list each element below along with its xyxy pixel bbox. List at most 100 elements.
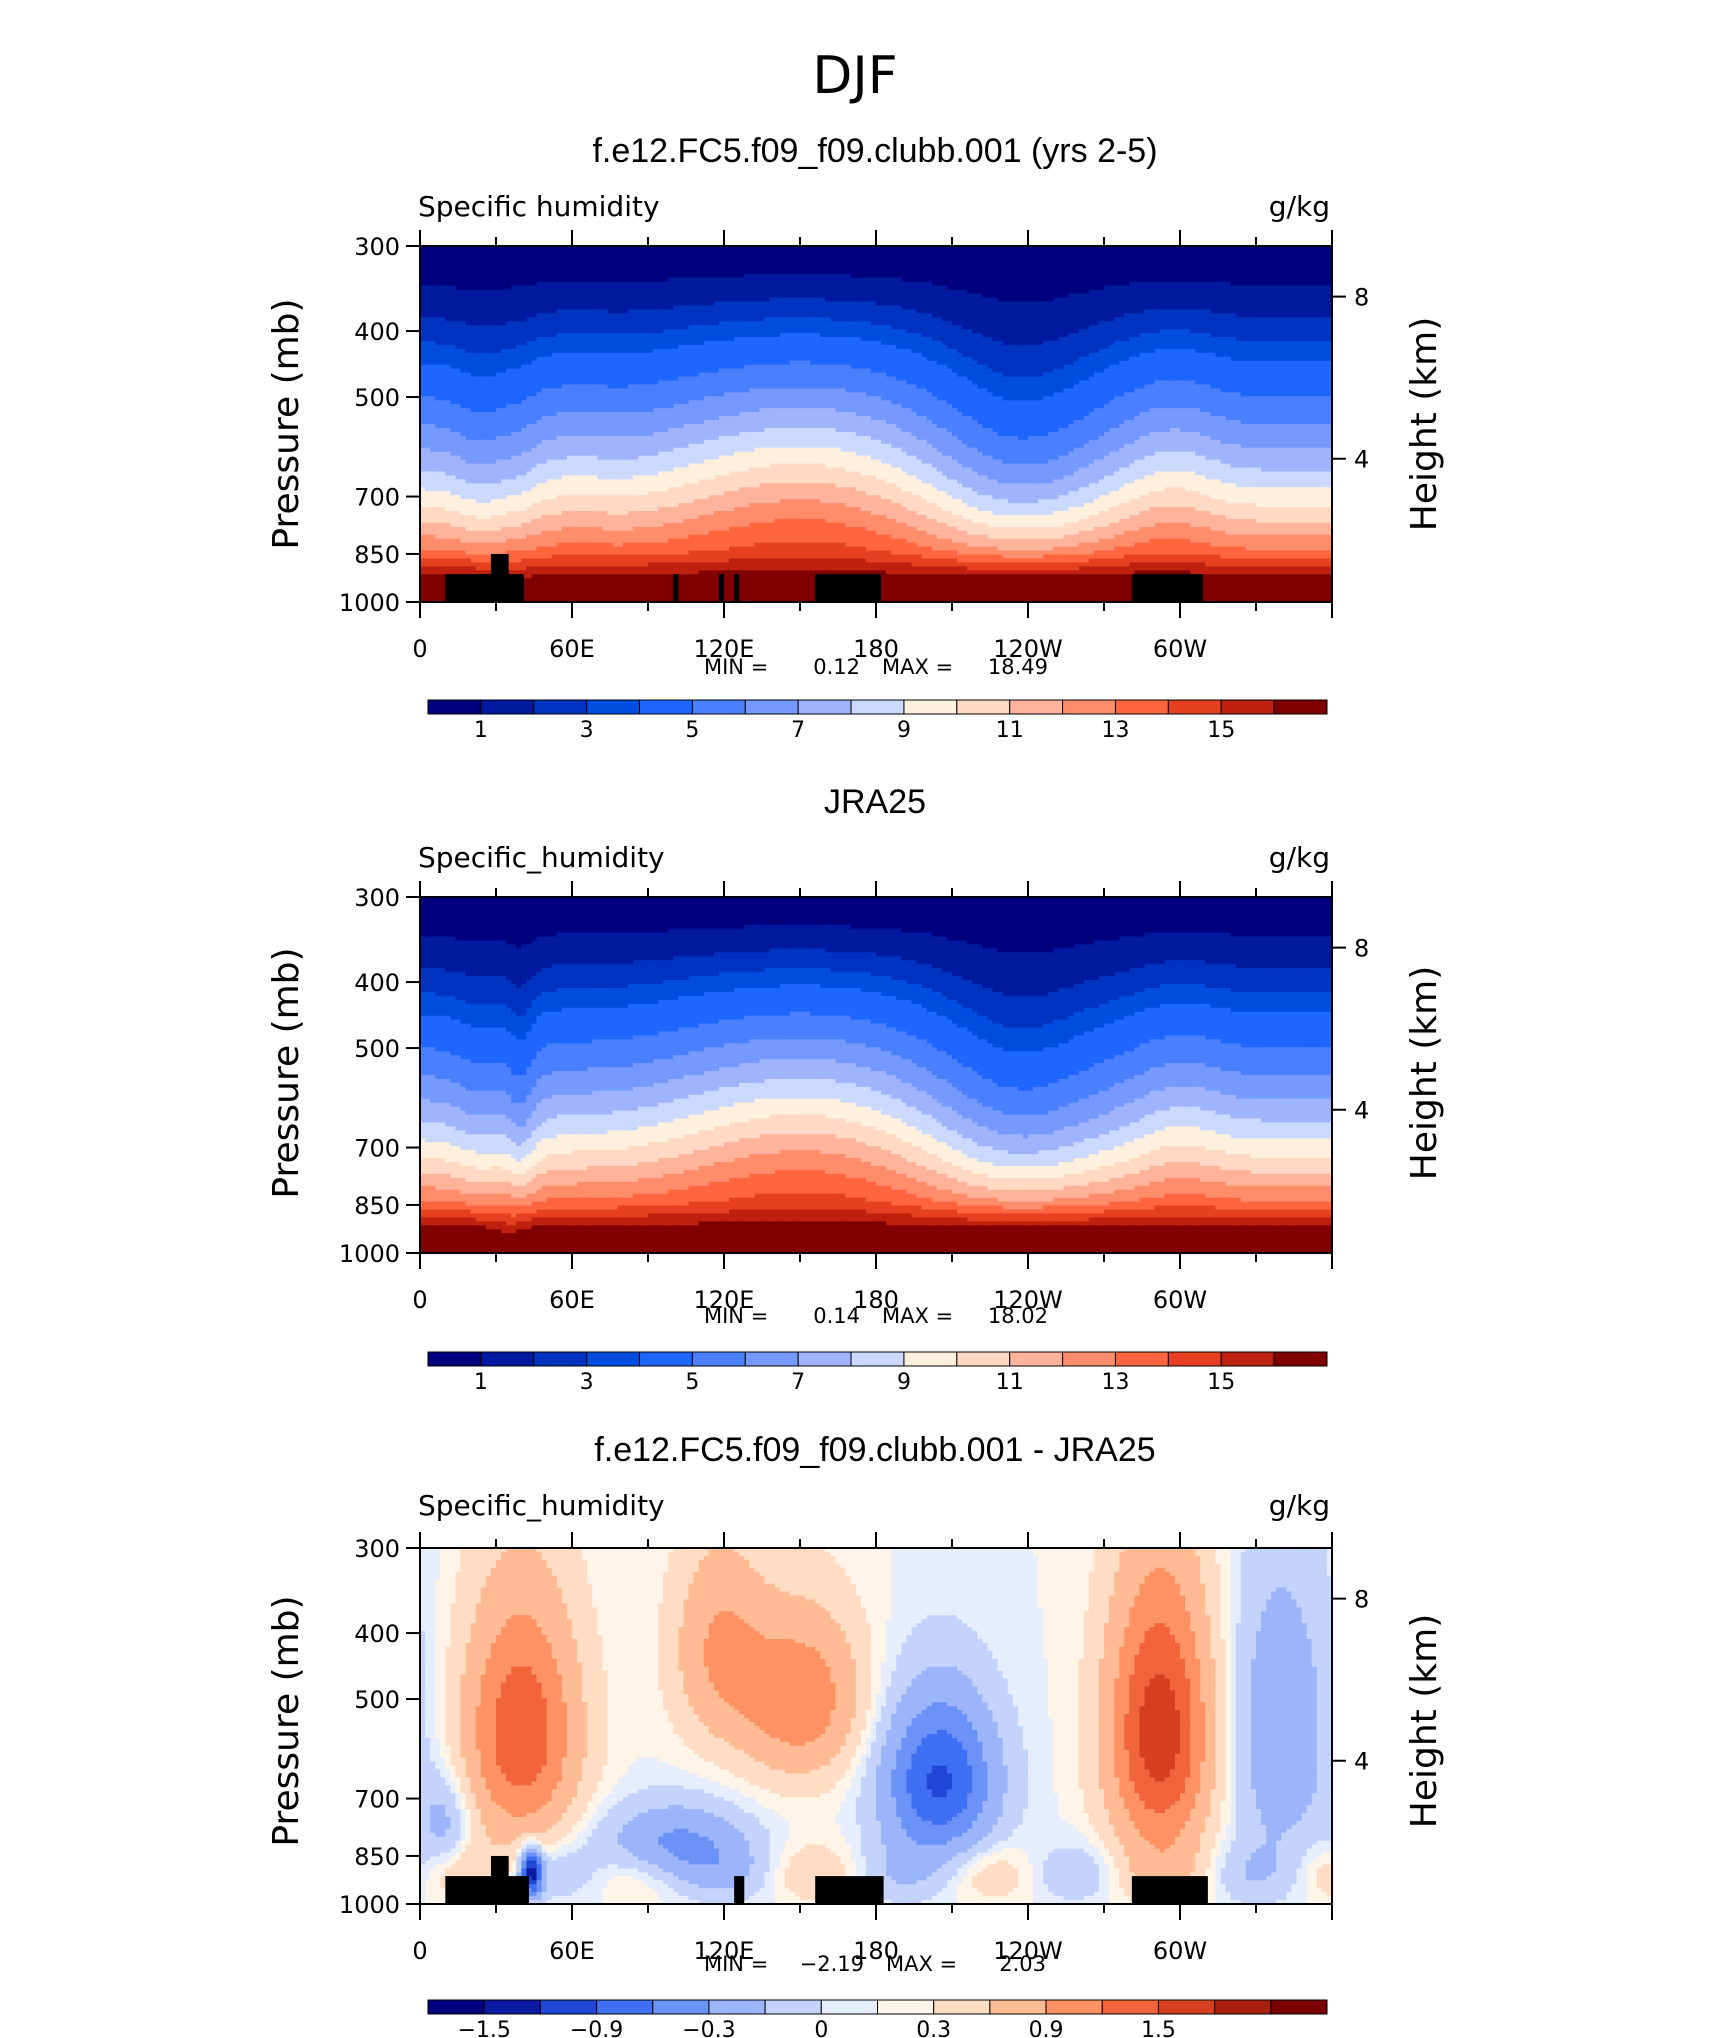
- contour-cell: [668, 254, 674, 259]
- y-axis-right-label: Height (km): [1404, 1614, 1445, 1828]
- contour-cell: [896, 258, 902, 263]
- contour-cell: [587, 250, 593, 255]
- contour-cell: [628, 262, 634, 267]
- contour-cell: [917, 254, 923, 259]
- contour-cell: [937, 250, 943, 255]
- contour-cell: [1221, 254, 1227, 259]
- contour-cell: [496, 258, 502, 263]
- contour-cell: [461, 254, 467, 259]
- contour-cell: [597, 250, 603, 255]
- contour-cell: [678, 262, 684, 267]
- contour-cell: [1074, 250, 1080, 255]
- contour-cell: [602, 254, 608, 259]
- contour-cell: [1033, 254, 1039, 259]
- contour-cell: [1281, 258, 1287, 263]
- contour-cell: [1236, 254, 1242, 259]
- contour-cell: [587, 258, 593, 263]
- contour-cell: [1155, 262, 1161, 267]
- contour-cell: [683, 254, 689, 259]
- contour-cell: [1114, 254, 1120, 259]
- contour-cell: [1251, 254, 1257, 259]
- contour-cell: [820, 250, 826, 255]
- contour-cell: [699, 266, 705, 271]
- contour-cell: [785, 254, 791, 259]
- contour-cell: [430, 258, 436, 263]
- contour-cell: [450, 262, 456, 267]
- contour-cell: [638, 262, 644, 267]
- contour-cell: [1043, 254, 1049, 259]
- contour-cell: [1322, 262, 1328, 267]
- contour-cell: [734, 254, 740, 259]
- contour-cell: [425, 250, 431, 255]
- contour-cell: [1058, 258, 1064, 263]
- variable-label: Specific humidity: [418, 190, 660, 223]
- contour-cell: [967, 258, 973, 263]
- contour-cell: [511, 266, 517, 271]
- contour-cell: [1200, 250, 1206, 255]
- contour-cell: [1084, 254, 1090, 259]
- contour-cell: [683, 250, 689, 255]
- contour-cell: [1089, 258, 1095, 263]
- contour-cell: [567, 258, 573, 263]
- contour-cell: [790, 258, 796, 263]
- contour-cell: [744, 250, 750, 255]
- contour-cell: [1048, 254, 1054, 259]
- contour-cell: [952, 250, 958, 255]
- contour-cell: [663, 262, 669, 267]
- contour-cell: [962, 258, 968, 263]
- contour-cell: [1210, 258, 1216, 263]
- contour-cell: [1190, 258, 1196, 263]
- contour-cell: [1276, 262, 1282, 267]
- contour-cell: [1145, 250, 1151, 255]
- contour-cell: [694, 266, 700, 271]
- contour-cell: [841, 254, 847, 259]
- contour-cell: [1165, 262, 1171, 267]
- contour-cell: [1084, 262, 1090, 267]
- contour-cell: [547, 266, 553, 271]
- chart-marks: 0 60E 120E 180 120W 60W3004005007008501000841…: [339, 230, 1369, 2038]
- contour-cell: [607, 258, 613, 263]
- contour-cell: [1084, 250, 1090, 255]
- contour-cell: [521, 250, 527, 255]
- contour-cell: [613, 254, 619, 259]
- contour-cell: [891, 262, 897, 267]
- contour-cell: [729, 262, 735, 267]
- contour-cell: [780, 254, 786, 259]
- contour-cell: [1003, 254, 1009, 259]
- contour-cell: [526, 258, 532, 263]
- contour-cell: [587, 262, 593, 267]
- contour-cell: [1165, 254, 1171, 259]
- contour-cell: [1307, 254, 1313, 259]
- contour-cell: [775, 250, 781, 255]
- contour-cell: [1251, 262, 1257, 267]
- contour-cell: [1074, 258, 1080, 263]
- contour-cell: [851, 254, 857, 259]
- contour-cell: [537, 250, 543, 255]
- contour-cell: [521, 262, 527, 267]
- contour-cell: [911, 258, 917, 263]
- contour-cell: [881, 254, 887, 259]
- contour-cell: [531, 262, 537, 267]
- contour-cell: [932, 254, 938, 259]
- contour-cell: [1150, 250, 1156, 255]
- contour-cell: [440, 262, 446, 267]
- contour-cell: [765, 262, 771, 267]
- contour-cell: [496, 250, 502, 255]
- contour-cell: [602, 266, 608, 271]
- contour-cell: [896, 254, 902, 259]
- contour-cell: [668, 262, 674, 267]
- contour-cell: [1150, 254, 1156, 259]
- contour-cell: [633, 262, 639, 267]
- contour-cell: [653, 250, 659, 255]
- contour-cell: [1175, 258, 1181, 263]
- contour-cell: [896, 250, 902, 255]
- contour-cell: [587, 254, 593, 259]
- contour-cell: [1170, 250, 1176, 255]
- contour-cell: [552, 254, 558, 259]
- contour-cell: [481, 254, 487, 259]
- contour-cell: [511, 254, 517, 259]
- contour-cell: [881, 262, 887, 267]
- contour-cell: [825, 266, 831, 271]
- contour-cell: [1145, 254, 1151, 259]
- contour-cell: [1094, 254, 1100, 259]
